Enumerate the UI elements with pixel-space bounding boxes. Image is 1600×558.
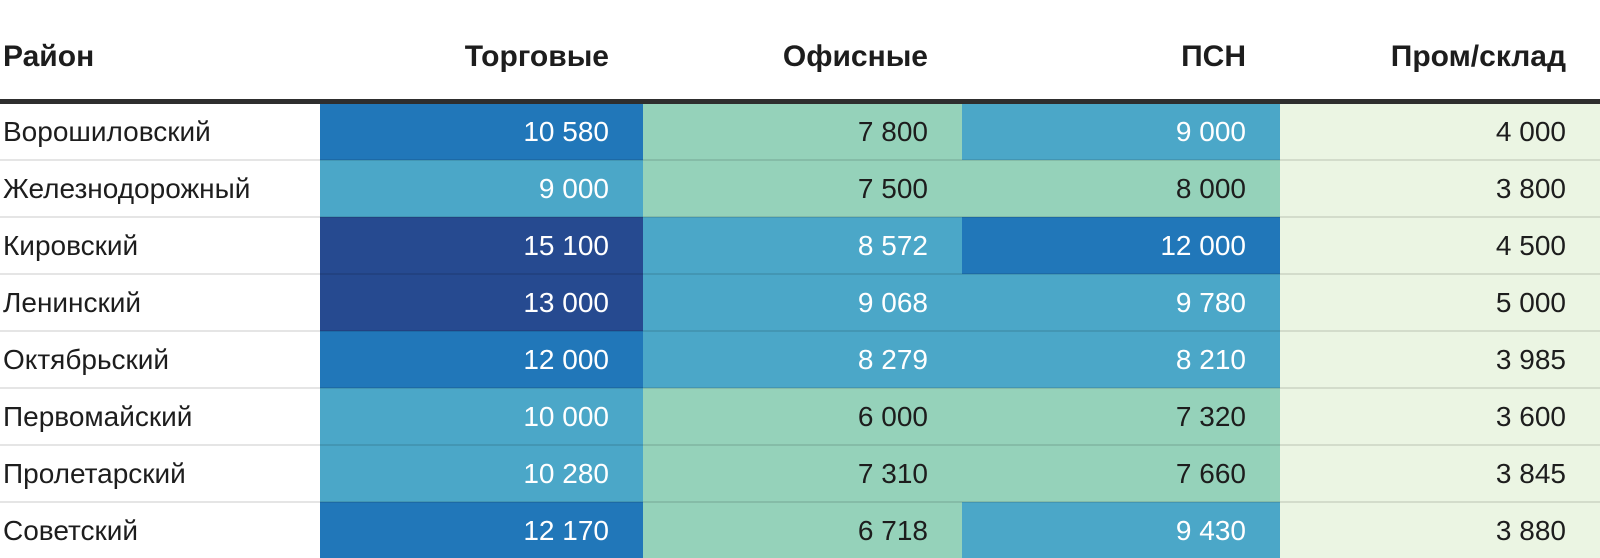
value-cell: 10 580 xyxy=(320,102,643,161)
value-cell: 9 430 xyxy=(962,502,1280,558)
district-cell: Ворошиловский xyxy=(0,102,320,161)
value-cell: 5 000 xyxy=(1280,274,1600,331)
value-cell: 8 000 xyxy=(962,160,1280,217)
value-cell: 7 500 xyxy=(643,160,962,217)
value-cell: 9 068 xyxy=(643,274,962,331)
value-cell: 3 880 xyxy=(1280,502,1600,558)
value-cell: 13 000 xyxy=(320,274,643,331)
district-cell: Железнодорожный xyxy=(0,160,320,217)
district-cell: Октябрьский xyxy=(0,331,320,388)
table-row: Пролетарский 10 280 7 310 7 660 3 845 xyxy=(0,445,1600,502)
table-row: Железнодорожный 9 000 7 500 8 000 3 800 xyxy=(0,160,1600,217)
value-cell: 6 718 xyxy=(643,502,962,558)
column-header-psn: ПСН xyxy=(962,0,1280,102)
district-cell: Ленинский xyxy=(0,274,320,331)
district-cell: Советский xyxy=(0,502,320,558)
value-cell: 4 500 xyxy=(1280,217,1600,274)
table-row: Октябрьский 12 000 8 279 8 210 3 985 xyxy=(0,331,1600,388)
table-row: Кировский 15 100 8 572 12 000 4 500 xyxy=(0,217,1600,274)
value-cell: 3 845 xyxy=(1280,445,1600,502)
table-row: Ворошиловский 10 580 7 800 9 000 4 000 xyxy=(0,102,1600,161)
table-row: Первомайский 10 000 6 000 7 320 3 600 xyxy=(0,388,1600,445)
value-cell: 3 800 xyxy=(1280,160,1600,217)
table-header: Район Торговые Офисные ПСН Пром/склад xyxy=(0,0,1600,102)
value-cell: 6 000 xyxy=(643,388,962,445)
table-body: Ворошиловский 10 580 7 800 9 000 4 000 Ж… xyxy=(0,102,1600,558)
value-cell: 12 170 xyxy=(320,502,643,558)
value-cell: 7 660 xyxy=(962,445,1280,502)
value-cell: 3 600 xyxy=(1280,388,1600,445)
value-cell: 7 310 xyxy=(643,445,962,502)
value-cell: 7 320 xyxy=(962,388,1280,445)
district-cell: Пролетарский xyxy=(0,445,320,502)
value-cell: 12 000 xyxy=(320,331,643,388)
table-row: Советский 12 170 6 718 9 430 3 880 xyxy=(0,502,1600,558)
table-row: Ленинский 13 000 9 068 9 780 5 000 xyxy=(0,274,1600,331)
district-cell: Первомайский xyxy=(0,388,320,445)
value-cell: 10 000 xyxy=(320,388,643,445)
value-cell: 10 280 xyxy=(320,445,643,502)
header-row: Район Торговые Офисные ПСН Пром/склад xyxy=(0,0,1600,102)
column-header-office: Офисные xyxy=(643,0,962,102)
district-cell: Кировский xyxy=(0,217,320,274)
value-cell: 8 210 xyxy=(962,331,1280,388)
value-cell: 9 000 xyxy=(320,160,643,217)
value-cell: 8 572 xyxy=(643,217,962,274)
value-cell: 4 000 xyxy=(1280,102,1600,161)
value-cell: 12 000 xyxy=(962,217,1280,274)
value-cell: 8 279 xyxy=(643,331,962,388)
value-cell: 9 000 xyxy=(962,102,1280,161)
column-header-retail: Торговые xyxy=(320,0,643,102)
column-header-district: Район xyxy=(0,0,320,102)
value-cell: 9 780 xyxy=(962,274,1280,331)
value-cell: 7 800 xyxy=(643,102,962,161)
value-cell: 3 985 xyxy=(1280,331,1600,388)
value-cell: 15 100 xyxy=(320,217,643,274)
column-header-industrial: Пром/склад xyxy=(1280,0,1600,102)
